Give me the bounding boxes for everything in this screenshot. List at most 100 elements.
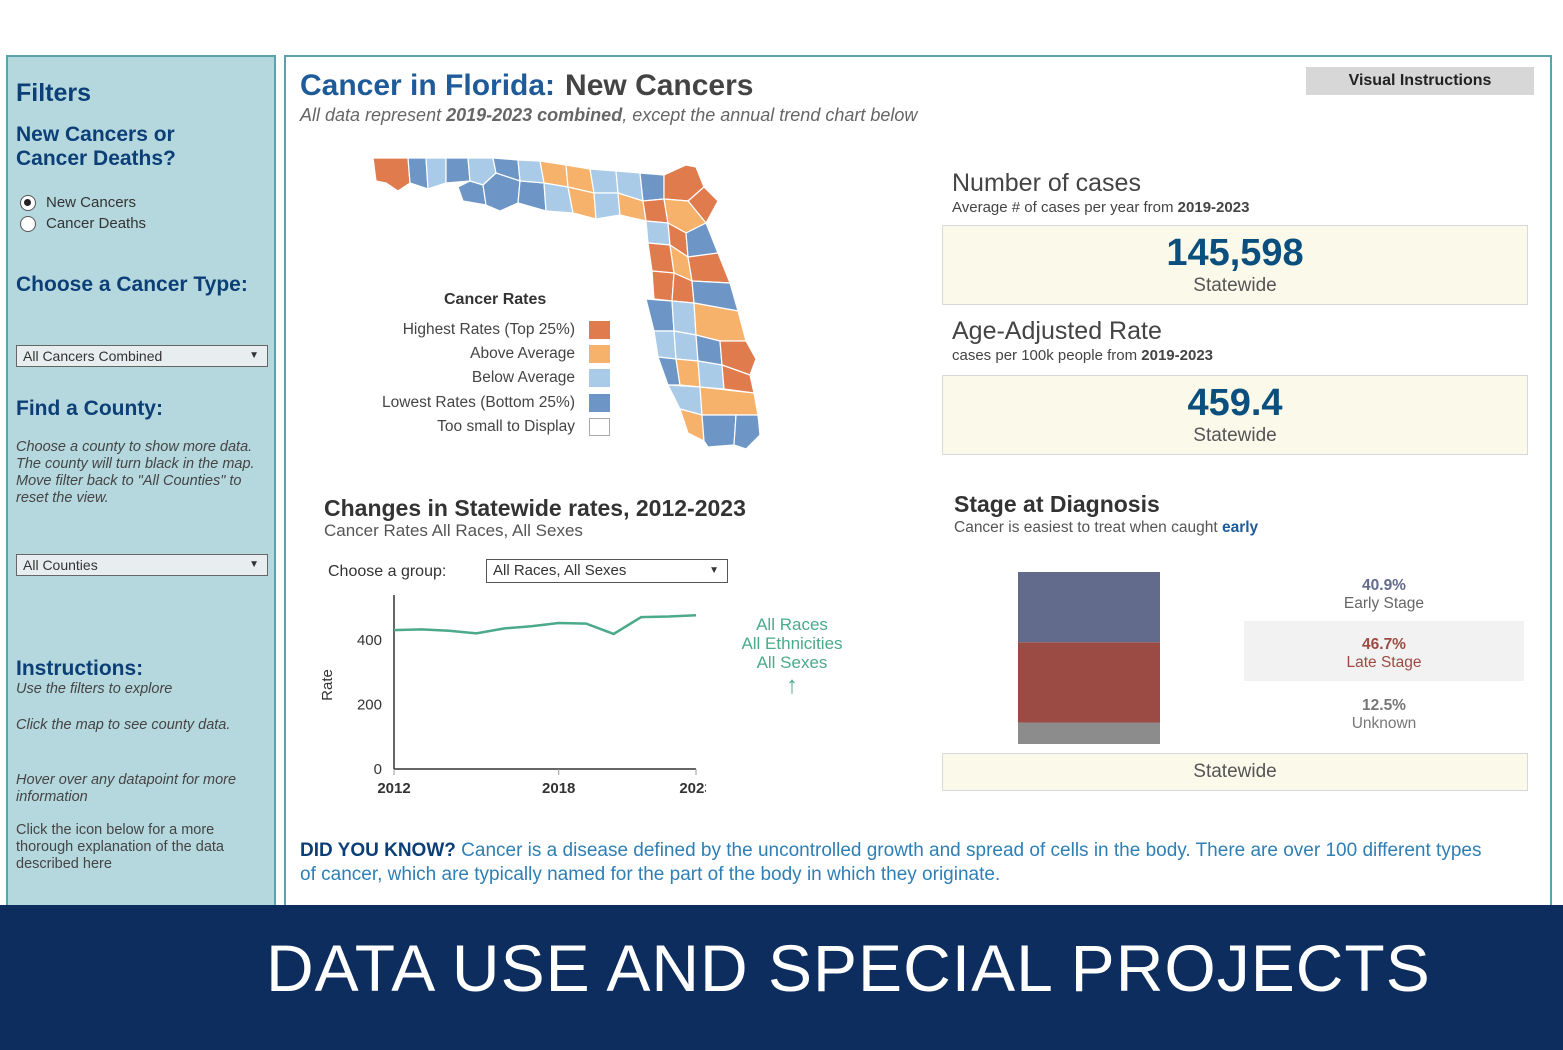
map-legend-title: Cancer Rates <box>444 291 547 308</box>
annotation-line: All Races <box>756 615 828 634</box>
stage-subtitle: Cancer is easiest to treat when caught e… <box>954 519 1258 537</box>
county-region[interactable] <box>701 414 737 448</box>
x-tick-label: 2018 <box>542 780 575 797</box>
stage-bar-segment[interactable] <box>1018 722 1160 744</box>
dashboard-main: Cancer in Florida: New Cancers All data r… <box>284 55 1552 907</box>
legend-item: Lowest Rates (Bottom 25%) <box>382 394 610 412</box>
county-region[interactable] <box>733 414 761 450</box>
y-tick-label: 400 <box>357 632 382 649</box>
subtitle-prefix: All data represent <box>300 105 447 125</box>
rate-value: 459.4 <box>1187 382 1283 424</box>
did-you-know: DID YOU KNOW? Cancer is a disease define… <box>300 839 1490 887</box>
county-region[interactable] <box>653 330 677 360</box>
stage-unknown-pct: 12.5% <box>1362 697 1406 714</box>
cases-value: 145,598 <box>1166 232 1304 274</box>
rate-subtitle: cases per 100k people from 2019-2023 <box>952 347 1213 364</box>
y-axis-label: Rate <box>319 669 336 701</box>
dropdown-arrow-icon: ▼ <box>249 559 259 570</box>
stage-early[interactable]: 40.9% Early Stage <box>1244 577 1524 613</box>
county-region[interactable] <box>697 360 725 390</box>
instructions-filters: Use the filters to explore <box>16 681 173 697</box>
visual-instructions-button[interactable]: Visual Instructions <box>1306 67 1534 95</box>
county-region[interactable] <box>671 300 697 336</box>
stage-late-pct: 46.7% <box>1362 636 1406 653</box>
county-region[interactable] <box>445 157 471 184</box>
y-tick-label: 200 <box>357 696 382 713</box>
trend-title: Changes in Statewide rates, 2012-2023 <box>324 495 746 521</box>
x-tick-label: 2023 <box>679 780 706 797</box>
radio-new-cancers[interactable]: New Cancers <box>20 194 136 211</box>
legend-swatch <box>589 369 610 387</box>
county-region[interactable] <box>673 330 699 362</box>
cases-title: Number of cases <box>952 169 1141 197</box>
county-region[interactable] <box>719 340 757 376</box>
rate-kpi-box[interactable]: 459.4 Statewide <box>942 375 1528 455</box>
legend-label: Below Average <box>471 369 575 386</box>
county-region[interactable] <box>372 157 411 192</box>
radio-new-cancers-label: New Cancers <box>46 194 137 211</box>
county-region[interactable] <box>645 220 671 246</box>
county-value: All Counties <box>23 557 98 573</box>
cases-kpi-box[interactable]: 145,598 Statewide <box>942 225 1528 305</box>
page-title: Cancer in Florida: New Cancers <box>300 69 753 103</box>
instructions-hover: Hover over any datapoint for more inform… <box>16 772 237 805</box>
group-label: Choose a group: <box>328 563 447 580</box>
county-region[interactable] <box>517 180 547 212</box>
county-region[interactable] <box>651 270 675 302</box>
group-select[interactable]: All Races, All Sexes ▼ <box>486 559 728 583</box>
stage-statewide-box[interactable]: Statewide <box>942 753 1528 791</box>
county-region[interactable] <box>425 157 447 190</box>
county-region[interactable] <box>593 192 621 220</box>
county-region[interactable] <box>693 302 747 342</box>
county-region[interactable] <box>675 358 701 388</box>
radio-selected-icon[interactable] <box>20 194 36 211</box>
county-region[interactable] <box>407 157 429 190</box>
legend-swatch <box>589 394 610 412</box>
legend-swatch <box>589 345 610 363</box>
stage-unknown[interactable]: 12.5% Unknown <box>1244 697 1524 733</box>
trend-line-chart[interactable]: 0 200 400 2012 2018 2023 Rate <box>306 587 706 797</box>
county-region[interactable] <box>645 298 675 332</box>
stage-subtitle-text: Cancer is easiest to treat when caught <box>954 519 1222 536</box>
stage-late[interactable]: 46.7% Late Stage <box>1244 636 1524 672</box>
legend-label: Highest Rates (Top 25%) <box>402 321 575 338</box>
find-county-help: Choose a county to show more data. The c… <box>16 439 255 506</box>
dropdown-arrow-icon: ▼ <box>709 565 719 576</box>
trend-annotation: All Races All Ethnicities All Sexes ↑ <box>716 615 868 699</box>
county-region[interactable] <box>687 252 731 284</box>
county-region[interactable] <box>589 168 619 194</box>
stage-subtitle-early: early <box>1221 519 1259 536</box>
stage-early-pct: 40.9% <box>1362 577 1406 594</box>
y-tick-label: 0 <box>374 761 382 778</box>
cancer-type-value: All Cancers Combined <box>23 348 163 364</box>
county-region[interactable] <box>457 180 487 206</box>
instructions-title: Instructions: <box>16 657 144 680</box>
cancer-type-title: Choose a Cancer Type: <box>16 273 248 296</box>
legend-swatch <box>589 418 610 436</box>
florida-county-map[interactable] <box>368 153 808 453</box>
stage-bar-segment[interactable] <box>1018 642 1160 723</box>
rate-label: Statewide <box>1193 425 1277 446</box>
legend-item: Above Average <box>470 345 610 363</box>
x-tick-label: 2012 <box>377 780 410 797</box>
cases-subtitle: Average # of cases per year from 2019-20… <box>952 199 1249 216</box>
up-arrow-icon: ↑ <box>786 672 798 699</box>
filters-sidebar: Filters New Cancers or Cancer Deaths? Ne… <box>6 55 276 907</box>
legend-label: Lowest Rates (Bottom 25%) <box>382 394 575 411</box>
annotation-line: All Sexes <box>756 653 828 672</box>
stage-stacked-bar[interactable] <box>1016 571 1162 745</box>
trend-subtitle: Cancer Rates All Races, All Sexes <box>324 521 583 540</box>
radio-cancer-deaths-label: Cancer Deaths <box>46 215 147 232</box>
subtitle-years: 2019-2023 combined <box>446 105 623 125</box>
radio-cancer-deaths[interactable]: Cancer Deaths <box>20 215 146 232</box>
stage-late-label: Late Stage <box>1346 654 1422 671</box>
page-title-main: Cancer in Florida: <box>300 69 556 102</box>
county-select[interactable]: All Counties ▼ <box>16 554 268 576</box>
stage-bar-segment[interactable] <box>1018 572 1160 643</box>
county-region[interactable] <box>639 172 665 202</box>
instructions-click: Click the map to see county data. <box>16 717 231 733</box>
radio-unselected-icon[interactable] <box>20 215 36 232</box>
rate-title: Age-Adjusted Rate <box>952 317 1162 345</box>
cancer-type-select[interactable]: All Cancers Combined ▼ <box>16 345 268 367</box>
instructions-icon-note: Click the icon below for a more thorough… <box>16 822 224 872</box>
